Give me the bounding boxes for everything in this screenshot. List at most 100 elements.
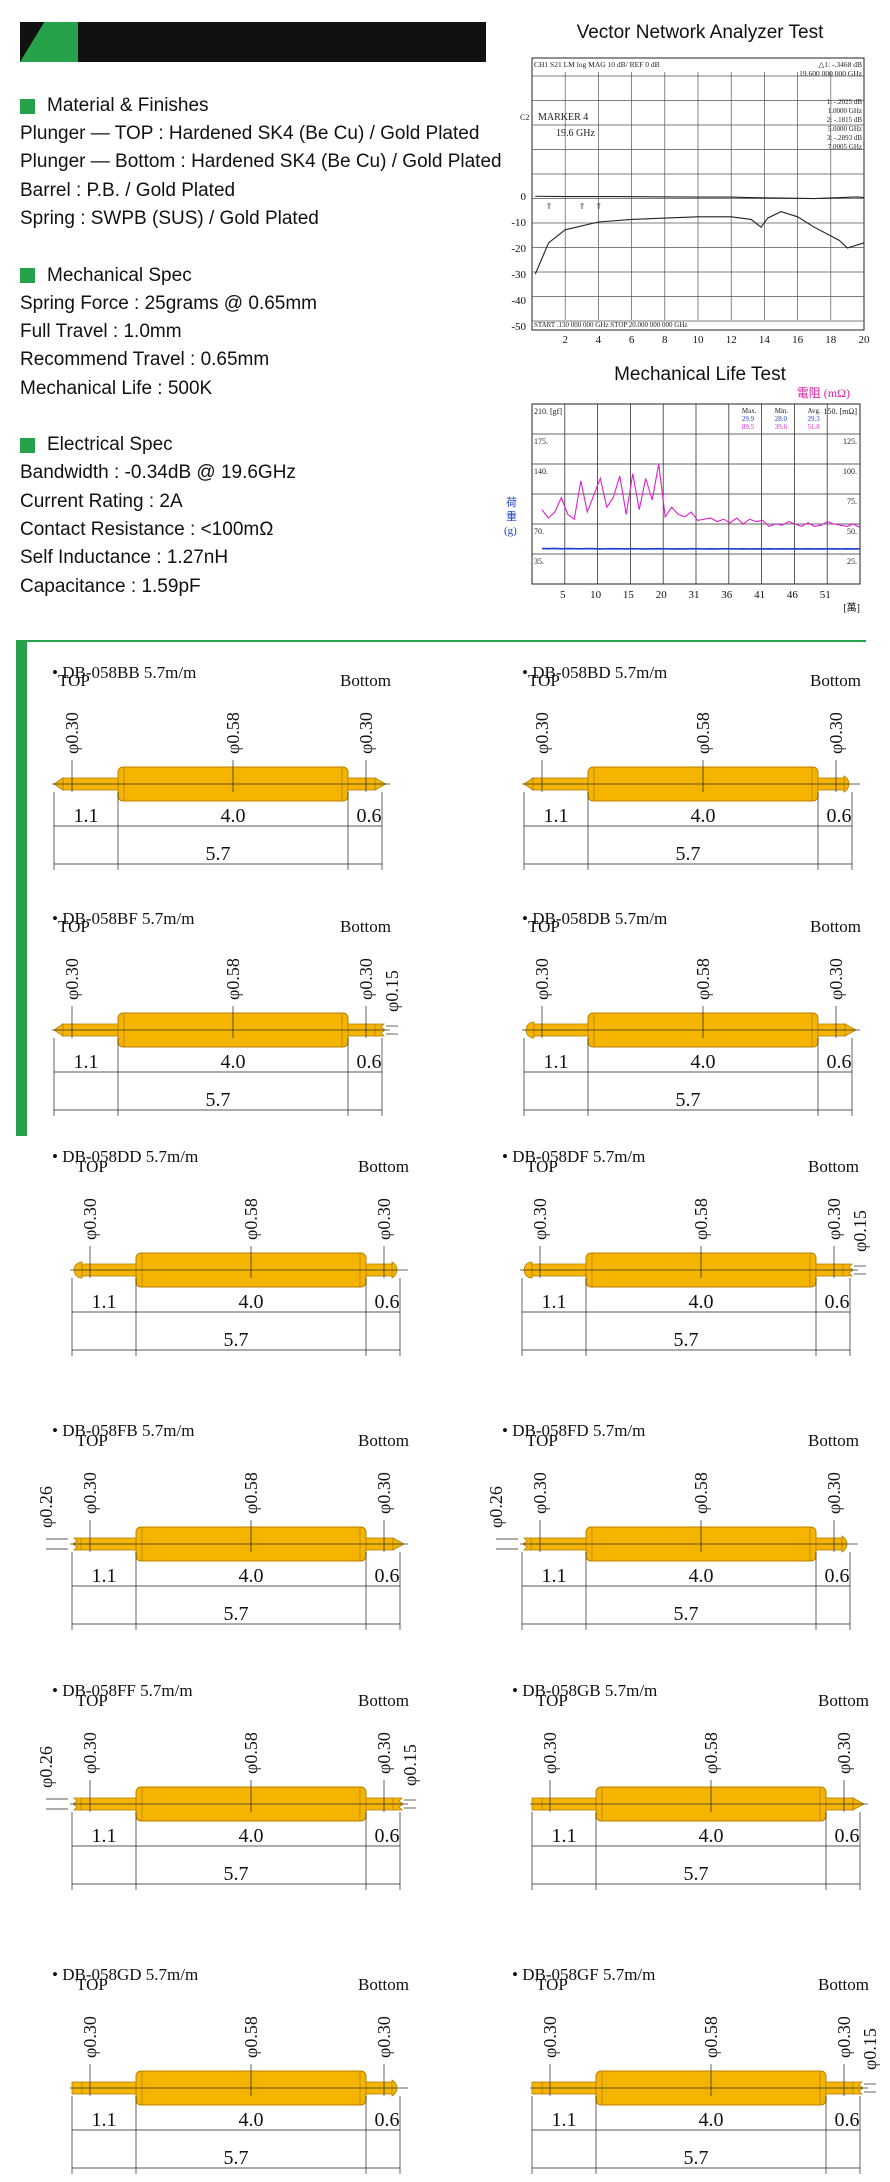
diameter-bottom: φ0.30: [356, 958, 376, 1000]
vna-marker-entry: 3: -.2893 dB: [827, 134, 863, 142]
vna-x-tick: 6: [629, 334, 635, 344]
life-right-tick: 125.: [843, 437, 857, 446]
diameter-bottom: φ0.30: [834, 1732, 854, 1774]
length-total: 5.7: [684, 1863, 709, 1885]
length-total: 5.7: [224, 2147, 249, 2169]
diameter-barrel: φ0.58: [223, 712, 243, 754]
length-top: 1.1: [74, 1051, 99, 1073]
probe-name: • DB-058DF 5.7m/m: [502, 1147, 645, 1166]
life-x-tick: 31: [689, 589, 700, 601]
length-barrel: 4.0: [691, 1051, 716, 1073]
life-series-1: [541, 463, 861, 529]
diameter-top: φ0.30: [62, 712, 82, 754]
length-barrel: 4.0: [221, 1051, 246, 1073]
vna-marker-entry: 5.0000 GHz: [828, 125, 862, 133]
top-label: TOP: [76, 1431, 108, 1450]
probe-name: • DB-058BF 5.7m/m: [52, 909, 194, 928]
length-bottom: 0.6: [375, 1291, 400, 1313]
vna-marker-entry: 1: -.2025 dB: [827, 98, 863, 106]
length-bottom: 0.6: [375, 1825, 400, 1847]
top-label: TOP: [526, 1431, 558, 1450]
vna-marker-arrow: ⇧: [579, 202, 586, 211]
spec-line: Current Rating : 2A: [20, 490, 183, 512]
length-bottom: 0.6: [827, 1051, 852, 1073]
top-label: TOP: [526, 1157, 558, 1176]
vna-y-tick: -30: [511, 269, 526, 281]
diameter-barrel: φ0.58: [241, 1732, 261, 1774]
life-x-tick: 46: [787, 589, 799, 601]
length-total: 5.7: [224, 1863, 249, 1885]
spec-line: Contact Resistance : <100mΩ: [20, 518, 274, 540]
diameter-barrel: φ0.58: [223, 958, 243, 1000]
length-total: 5.7: [676, 843, 701, 865]
top-label: TOP: [76, 1691, 108, 1710]
life-stat-blue: 29.3: [808, 415, 821, 423]
length-bottom: 0.6: [375, 1565, 400, 1587]
vna-marker-entry: 2: -.1815 dB: [827, 116, 863, 124]
length-barrel: 4.0: [699, 2109, 724, 2131]
vna-x-tick: 16: [792, 334, 804, 344]
diameter-tip: φ0.15: [850, 1210, 870, 1252]
vna-x-tick: 18: [825, 334, 837, 344]
length-bottom: 0.6: [825, 1565, 850, 1587]
length-bottom: 0.6: [825, 1291, 850, 1313]
life-x-tick: 51: [820, 589, 831, 601]
length-barrel: 4.0: [689, 1291, 714, 1313]
top-label: TOP: [528, 671, 560, 690]
series-title-bar: DB-058 5.7m/m Series: [20, 22, 486, 137]
length-barrel: 4.0: [691, 805, 716, 827]
vna-marker-arrow: ⇧: [546, 202, 553, 211]
length-bottom: 0.6: [835, 1825, 860, 1847]
spec-line: Spring : SWPB (SUS) / Gold Plated: [20, 208, 319, 230]
vna-x-tick: 4: [596, 334, 602, 344]
diameter-barrel: φ0.58: [241, 2016, 261, 2058]
life-stat-pink: 89.5: [742, 423, 755, 431]
vna-trace-1: [535, 195, 865, 200]
section-heading-mechanical: Mechanical Spec: [20, 262, 510, 290]
bottom-label: Bottom: [808, 1157, 859, 1176]
bottom-label: Bottom: [358, 1975, 409, 1994]
spec-line: Mechanical Life : 500K: [20, 377, 213, 399]
probe-name: • DB-058FD 5.7m/m: [502, 1421, 645, 1440]
vna-chart: CH1 S21 LM log MAG 10 dB/ REF 0 dB △1: -.…: [511, 57, 870, 344]
bottom-label: Bottom: [810, 671, 861, 690]
bullet-square-icon: [20, 98, 35, 114]
probe-name: • DB-058BB 5.7m/m: [52, 663, 196, 682]
diameter-crown: φ0.26: [36, 1746, 56, 1788]
diameter-crown: φ0.26: [486, 1486, 506, 1528]
bottom-label: Bottom: [340, 917, 391, 936]
diameter-crown: φ0.26: [36, 1486, 56, 1528]
length-top: 1.1: [544, 1051, 569, 1073]
probe-name: • DB-058GF 5.7m/m: [512, 1965, 655, 1984]
life-stat-header: Min.: [775, 407, 789, 415]
diameter-barrel: φ0.58: [241, 1472, 261, 1514]
length-bottom: 0.6: [357, 805, 382, 827]
vna-marker-entry: 7.0005 GHz: [828, 143, 862, 151]
diameter-bottom: φ0.30: [374, 1198, 394, 1240]
length-total: 5.7: [224, 1603, 249, 1625]
top-label: TOP: [58, 671, 90, 690]
diameter-top: φ0.30: [80, 2016, 100, 2058]
life-chart: 電阻 (mΩ) 210. [gf] 150. [mΩ] 175. 140. 70. 35. 1…: [504, 386, 861, 614]
length-top: 1.1: [92, 1825, 117, 1847]
life-x-unit: [萬]: [843, 601, 860, 614]
length-top: 1.1: [552, 2109, 577, 2131]
diameter-barrel: φ0.58: [701, 1732, 721, 1774]
vna-y-tick: 0: [521, 191, 527, 203]
life-stat-header: Max.: [742, 407, 757, 415]
length-top: 1.1: [92, 1565, 117, 1587]
length-total: 5.7: [206, 1089, 231, 1111]
length-total: 5.7: [676, 1089, 701, 1111]
spec-line: Barrel : P.B. / Gold Plated: [20, 179, 236, 201]
diameter-tip: φ0.15: [400, 1744, 420, 1786]
diameter-top: φ0.30: [530, 1198, 550, 1240]
probe-name: • DB-058GB 5.7m/m: [512, 1681, 657, 1700]
life-title: Mechanical Life Test: [614, 364, 786, 385]
life-right-tick: 50.: [847, 527, 857, 536]
